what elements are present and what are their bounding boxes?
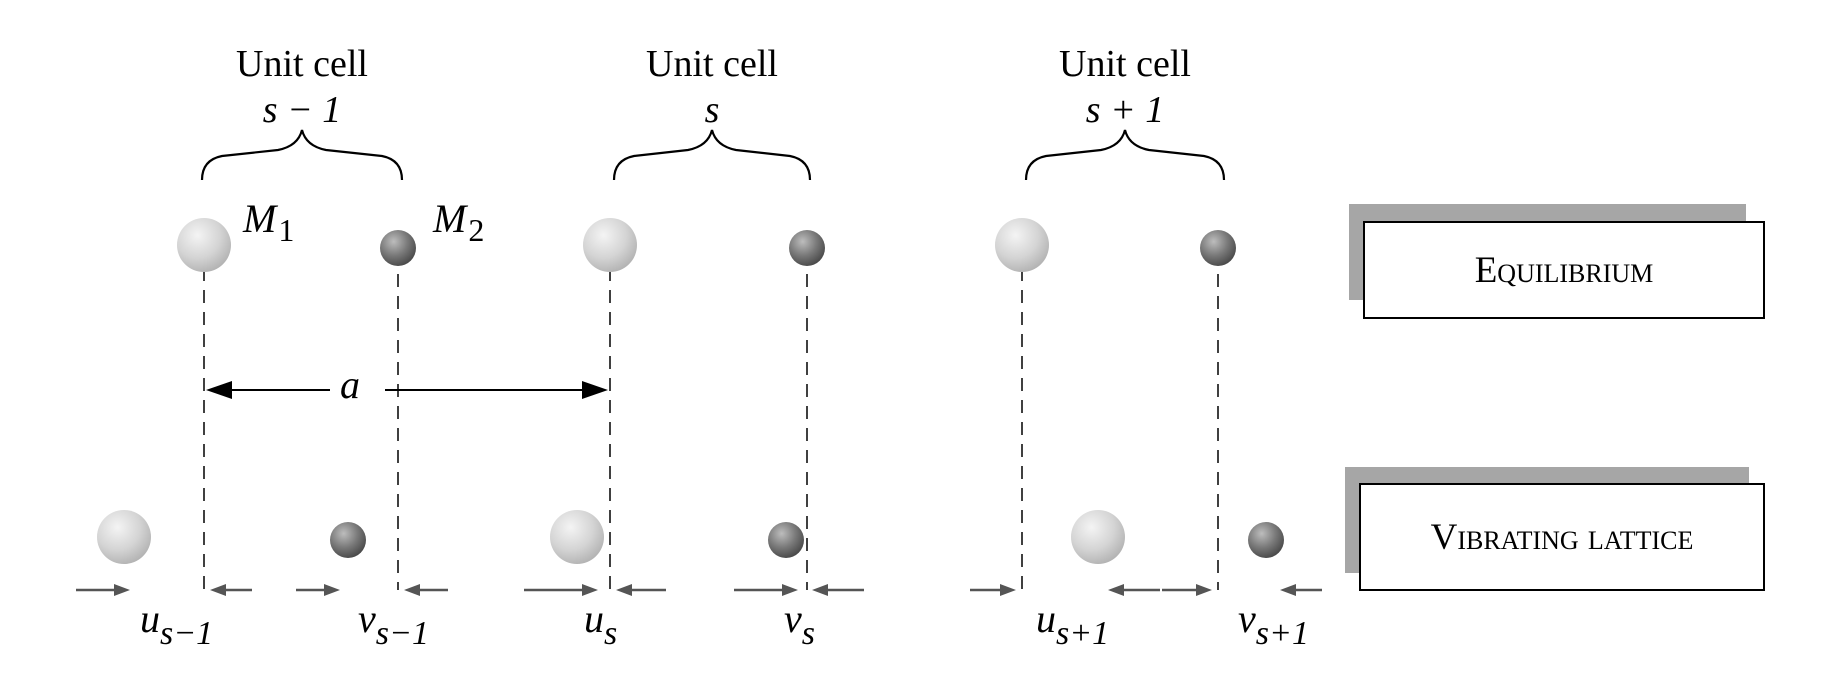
displacement-label-u-s: us bbox=[584, 596, 617, 652]
unit-cell-header-s: Unit cell s bbox=[612, 43, 812, 181]
mass-label-m2: M2 bbox=[432, 196, 484, 248]
atom-m2-displaced bbox=[1248, 522, 1284, 558]
unit-cell-brace bbox=[200, 129, 404, 181]
equilibrium-panel: Equilibrium bbox=[1349, 204, 1765, 319]
unit-cell-title: Unit cell bbox=[1059, 43, 1191, 85]
unit-cell-brace bbox=[612, 129, 812, 181]
displacement-label-u-s-minus-1: us−1 bbox=[140, 596, 213, 652]
vibrating-lattice-label: Vibrating lattice bbox=[1431, 517, 1694, 558]
atom-m1-equilibrium bbox=[995, 218, 1049, 272]
lattice-constant-label: a bbox=[340, 362, 360, 407]
atom-m2-equilibrium bbox=[789, 230, 825, 266]
displacement-label-u-s-plus-1: us+1 bbox=[1036, 596, 1109, 652]
displacement-arrow-v-s-minus-1 bbox=[296, 584, 448, 596]
displacement-label-v-s: vs bbox=[784, 596, 815, 652]
unit-cell-index: s − 1 bbox=[263, 89, 341, 131]
atom-m1-displaced bbox=[97, 510, 151, 564]
unit-cell-header-s-minus-1: Unit cell s − 1 bbox=[200, 43, 404, 181]
unit-cell-brace bbox=[1024, 129, 1226, 181]
unit-cell-index: s bbox=[705, 89, 720, 131]
atom-m1-equilibrium bbox=[583, 218, 637, 272]
displacement-arrow-v-s-plus-1 bbox=[1162, 584, 1322, 596]
mass-label-m1: M1 bbox=[242, 196, 294, 248]
displacement-arrow-v-s bbox=[734, 584, 864, 596]
displacement-arrow-u-s bbox=[524, 584, 666, 596]
atom-m2-displaced bbox=[330, 522, 366, 558]
atom-m2-equilibrium bbox=[380, 230, 416, 266]
equilibrium-label: Equilibrium bbox=[1475, 250, 1654, 291]
unit-cell-index: s + 1 bbox=[1086, 89, 1164, 131]
atom-m1-displaced bbox=[550, 510, 604, 564]
lattice-constant-arrow: a bbox=[206, 362, 608, 407]
displacement-arrow-u-s-minus-1 bbox=[76, 584, 252, 596]
atom-m2-equilibrium bbox=[1200, 230, 1236, 266]
displacement-label-v-s-plus-1: vs+1 bbox=[1238, 596, 1309, 652]
unit-cell-header-s-plus-1: Unit cell s + 1 bbox=[1024, 43, 1226, 181]
unit-cell-title: Unit cell bbox=[236, 43, 368, 85]
atom-m1-displaced bbox=[1071, 510, 1125, 564]
unit-cell-title: Unit cell bbox=[646, 43, 778, 85]
atom-m1-equilibrium bbox=[177, 218, 231, 272]
displacement-label-v-s-minus-1: vs−1 bbox=[358, 596, 429, 652]
vibrating-lattice-panel: Vibrating lattice bbox=[1345, 467, 1765, 591]
atom-m2-displaced bbox=[768, 522, 804, 558]
displacement-arrow-u-s-plus-1 bbox=[970, 584, 1160, 596]
